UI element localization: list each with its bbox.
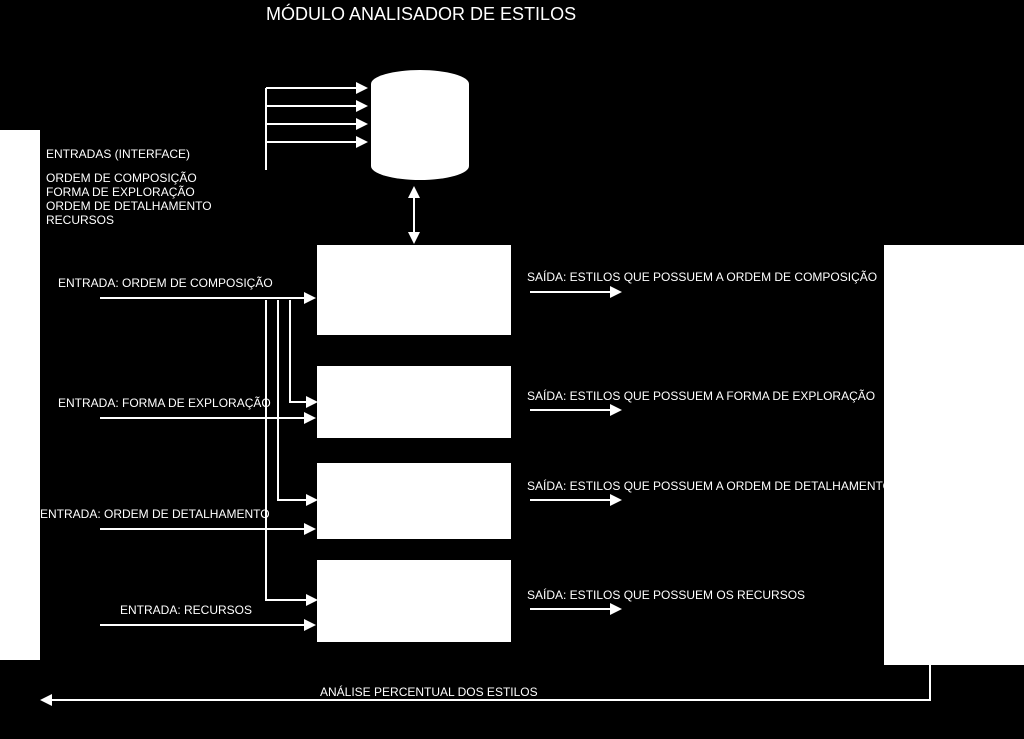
interface-line-3: ORDEM DE DETALHAMENTO [46, 199, 212, 213]
input-arrow-3 [100, 523, 316, 535]
input-label-4: ENTRADA: RECURSOS [120, 603, 252, 617]
output-arrow-1 [530, 286, 622, 298]
input-arrow-4 [100, 619, 316, 631]
interface-line-4: RECURSOS [46, 213, 114, 227]
arrows-layer [0, 0, 1024, 739]
right-panel [884, 245, 1024, 665]
output-label-3: SAÍDA: ESTILOS QUE POSSUEM A ORDEM DE DE… [527, 479, 892, 493]
input-arrow-1 [100, 292, 316, 304]
output-arrow-3 [530, 494, 622, 506]
process-box-2 [317, 366, 511, 438]
interface-line-2: FORMA DE EXPLORAÇÃO [46, 185, 195, 199]
output-arrow-2 [530, 404, 622, 416]
database-cylinder [371, 70, 469, 180]
interface-to-db-arrows [266, 82, 368, 170]
interface-line-1: ORDEM DE COMPOSIÇÃO [46, 171, 197, 185]
process-box-3 [317, 463, 511, 539]
output-label-4: SAÍDA: ESTILOS QUE POSSUEM OS RECURSOS [527, 588, 805, 602]
output-arrow-4 [530, 603, 622, 615]
input-label-2: ENTRADA: FORMA DE EXPLORAÇÃO [58, 396, 271, 410]
interface-heading: ENTRADAS (INTERFACE) [46, 147, 190, 161]
input-label-1: ENTRADA: ORDEM DE COMPOSIÇÃO [58, 276, 273, 290]
input-label-3: ENTRADA: ORDEM DE DETALHAMENTO [40, 507, 270, 521]
output-label-2: SAÍDA: ESTILOS QUE POSSUEM A FORMA DE EX… [527, 389, 875, 403]
left-connector-proc4 [266, 300, 318, 606]
process-box-1 [317, 245, 511, 335]
process-box-4 [317, 560, 511, 642]
bottom-flow-label: ANÁLISE PERCENTUAL DOS ESTILOS [320, 685, 538, 699]
input-arrow-2 [100, 412, 316, 424]
diagram-title: MÓDULO ANALISADOR DE ESTILOS [266, 4, 576, 25]
left-connector-proc2 [290, 300, 318, 408]
output-label-1: SAÍDA: ESTILOS QUE POSSUEM A ORDEM DE CO… [527, 270, 877, 284]
diagram-canvas: MÓDULO ANALISADOR DE ESTILOS ENTRADAS (I… [0, 0, 1024, 739]
left-connector-proc3 [278, 300, 318, 506]
left-panel [0, 130, 40, 660]
db-to-proc1-arrow [408, 186, 420, 244]
